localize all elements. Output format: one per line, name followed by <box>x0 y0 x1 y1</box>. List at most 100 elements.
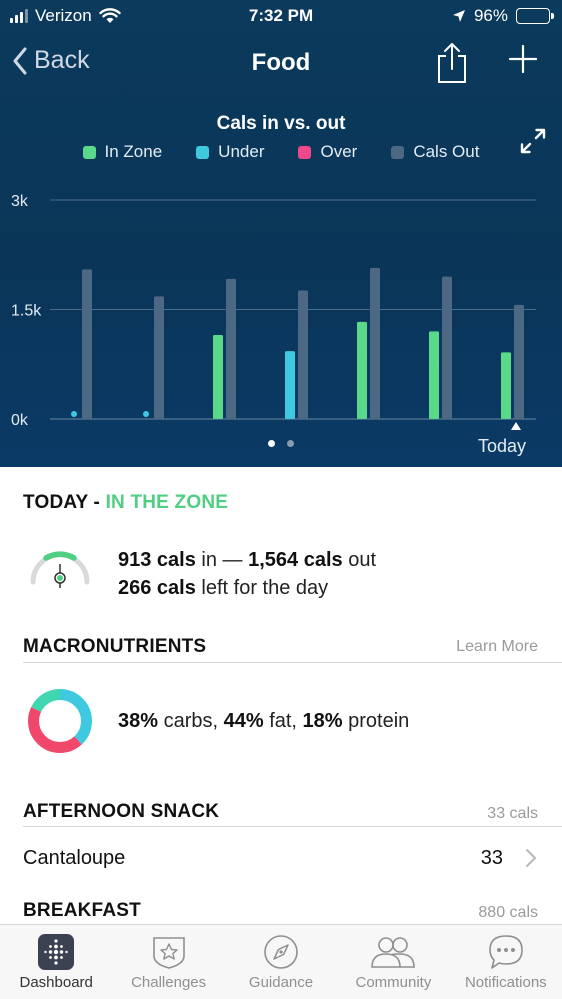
chart-legend: In Zone Under Over Cals Out <box>0 142 562 162</box>
legend-swatch <box>298 145 312 159</box>
cals-out-bar <box>370 267 380 419</box>
legend-swatch <box>391 145 405 159</box>
tab-community[interactable]: Community <box>337 925 449 999</box>
legend-item-cals-out: Cals Out <box>391 142 479 162</box>
today-heading: TODAY - IN THE ZONE <box>23 492 228 514</box>
cals-out-bar <box>82 269 92 419</box>
calorie-left-line: 266 cals left for the day <box>118 574 376 602</box>
today-heading-text: TODAY <box>23 492 89 513</box>
star-badge-icon <box>152 937 185 969</box>
back-label: Back <box>34 46 90 74</box>
tab-dashboard[interactable]: Dashboard <box>0 925 112 999</box>
wifi-icon <box>99 8 121 23</box>
carrier-label: Verizon <box>35 6 92 25</box>
today-label: Today <box>478 436 527 456</box>
macronutrient-donut-chart <box>28 689 92 753</box>
legend-item-in-zone: In Zone <box>82 142 163 162</box>
fat-label: fat, <box>263 710 303 732</box>
carbs-value: 38% <box>118 710 159 732</box>
add-icon[interactable] <box>508 44 538 74</box>
calories-bar-chart[interactable]: 0k 1.5k 3k <box>0 180 562 440</box>
tab-notifications[interactable]: Notifications <box>450 925 562 999</box>
chart-title: Cals in vs. out <box>216 113 346 134</box>
tab-label: Notifications <box>464 974 547 991</box>
cals-in-value: 913 cals <box>118 549 196 571</box>
back-button[interactable]: Back <box>12 46 90 75</box>
share-icon[interactable] <box>436 42 468 84</box>
cals-out-bar <box>442 276 452 419</box>
cals-out-bar <box>154 296 164 419</box>
cals-in-bar <box>501 352 511 419</box>
meal-heading-breakfast: BREAKFAST <box>23 900 141 921</box>
y-tick-label: 1.5k <box>11 303 42 320</box>
calorie-summary: 913 cals in — 1,564 cals out 266 cals le… <box>118 546 376 602</box>
legend-label: Over <box>320 142 358 161</box>
cals-out-value: 1,564 cals <box>248 549 343 571</box>
tab-label: Guidance <box>248 974 314 991</box>
divider <box>23 826 562 827</box>
calorie-in-out-line: 913 cals in — 1,564 cals out <box>118 546 376 574</box>
cals-in-bar <box>213 335 223 419</box>
tab-label: Community <box>355 974 432 991</box>
meal-total-cals: 33 cals <box>487 805 538 822</box>
cals-in-bar <box>429 331 439 419</box>
protein-value: 18% <box>302 710 343 732</box>
cals-in-bar <box>285 351 295 419</box>
cals-out-label: out <box>342 549 376 571</box>
cals-in-bar <box>357 321 367 419</box>
legend-item-under: Under <box>196 142 264 162</box>
signal-icon <box>10 9 28 23</box>
chart-header: Verizon 7:32 PM 96% Back Food <box>0 0 562 467</box>
food-cals: 33 <box>480 847 503 869</box>
protein-label: protein <box>342 710 410 732</box>
cals-left-value: 266 cals <box>118 577 196 599</box>
tab-challenges[interactable]: Challenges <box>112 925 224 999</box>
tab-label: Dashboard <box>19 974 93 991</box>
expand-icon[interactable] <box>518 126 548 156</box>
page-title: Food <box>251 49 311 76</box>
nav-bar: Back Food <box>0 34 562 94</box>
status-bar: Verizon 7:32 PM 96% <box>0 0 562 34</box>
legend-label: Under <box>218 142 265 161</box>
clock: 7:32 PM <box>248 6 314 25</box>
fat-value: 44% <box>223 710 264 732</box>
battery-icon <box>516 8 554 24</box>
protein-slice <box>28 689 92 753</box>
location-arrow-icon <box>452 10 465 22</box>
meal-heading-afternoon-snack: AFTERNOON SNACK <box>23 801 220 822</box>
cals-in-label: in — <box>195 549 249 571</box>
y-tick-label: 3k <box>11 193 29 210</box>
carbs-label: carbs, <box>158 710 224 732</box>
chat-bubble-icon <box>489 935 523 969</box>
macronutrients-heading: MACRONUTRIENTS <box>23 636 207 657</box>
cals-in-bar <box>71 411 77 417</box>
cals-in-bar <box>143 411 149 417</box>
page-indicator[interactable] <box>0 440 562 447</box>
page-dot-active <box>268 440 275 447</box>
cals-out-bar <box>226 278 236 419</box>
chevron-right-icon <box>526 849 536 867</box>
today-separator: - <box>88 492 106 513</box>
cals-out-bar <box>514 304 524 419</box>
chevron-left-icon <box>13 47 27 74</box>
tab-guidance[interactable]: Guidance <box>225 925 337 999</box>
people-icon <box>371 937 416 968</box>
dashboard-icon <box>38 934 75 970</box>
food-item-cantaloupe[interactable]: Cantaloupe 33 <box>23 843 539 879</box>
tab-label: Challenges <box>131 974 207 991</box>
legend-swatch <box>196 145 210 159</box>
legend-item-over: Over <box>298 142 357 162</box>
cals-out-bar <box>298 290 308 419</box>
zone-status: IN THE ZONE <box>105 492 229 513</box>
food-name: Cantaloupe <box>23 847 126 869</box>
legend-swatch <box>82 145 96 159</box>
learn-more-link[interactable]: Learn More <box>456 638 538 655</box>
page-dot <box>287 440 294 447</box>
meal-total-cals: 880 cals <box>478 904 538 921</box>
macro-summary: 38% carbs, 44% fat, 18% protein <box>118 707 409 735</box>
legend-label: In Zone <box>104 142 163 161</box>
legend-label: Cals Out <box>413 142 480 161</box>
cals-left-label: left for the day <box>195 577 329 599</box>
compass-icon <box>264 935 298 969</box>
battery-percent: 96% <box>473 6 508 25</box>
